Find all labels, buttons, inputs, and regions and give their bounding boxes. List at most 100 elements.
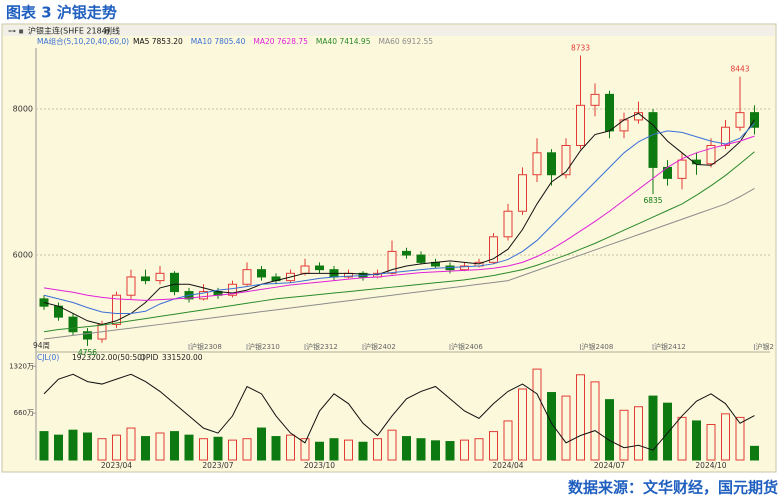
- contract-label: 沪银2412: [654, 342, 686, 351]
- candle-body: [126, 276, 136, 296]
- volume-bar: [634, 406, 643, 461]
- volume-bar: [112, 434, 121, 461]
- candle-body: [590, 93, 600, 106]
- volume-bar: [39, 431, 49, 461]
- volume-bar: [721, 413, 730, 461]
- ma-last-value: 7628.75: [277, 37, 308, 46]
- volume-bar: [184, 434, 194, 461]
- oi-name: OPID: [140, 353, 159, 362]
- candle-body: [315, 265, 324, 271]
- candle-body: [387, 250, 397, 274]
- volume-bar: [402, 436, 411, 461]
- volume-bar: [199, 438, 208, 461]
- candle-body: [605, 93, 614, 132]
- volume-bar: [170, 431, 179, 461]
- volume-bar: [605, 399, 614, 461]
- candle-body: [141, 276, 150, 282]
- candle-body: [402, 250, 411, 256]
- volume-bar: [518, 388, 527, 461]
- volume-bar: [155, 432, 165, 461]
- toolbar-mode[interactable]: 刷线: [104, 26, 120, 36]
- volume-bar: [141, 436, 150, 461]
- candle-body: [83, 331, 92, 340]
- contract-label: 沪银2406: [451, 342, 483, 351]
- candle-body: [489, 236, 498, 263]
- candle-body: [547, 152, 556, 176]
- volume-bar: [474, 438, 484, 461]
- toolbar-icon[interactable]: ⊶ ▪: [8, 27, 24, 36]
- volume-bar: [97, 438, 107, 461]
- oi-last: 331520.00: [162, 353, 203, 362]
- volume-bar: [416, 438, 426, 461]
- volume-bar: [228, 439, 237, 461]
- candle-body: [416, 254, 426, 263]
- candle-body: [199, 291, 208, 300]
- candle-body: [692, 159, 701, 165]
- candle-body: [112, 294, 121, 325]
- candle-body: [532, 152, 542, 176]
- open-interest-line: [43, 373, 755, 451]
- ma-line: [43, 122, 755, 314]
- contract-label: 沪银2: [756, 342, 774, 351]
- candle-body: [576, 104, 585, 147]
- toolbar-symbol[interactable]: 沪银主连(SHFE 2184): [28, 26, 110, 36]
- volume-bar: [503, 420, 513, 461]
- volume-bar: [706, 423, 716, 461]
- volume-bar: [213, 436, 223, 461]
- volume-bar: [54, 434, 63, 461]
- volume-bar: [735, 416, 745, 461]
- candle-body: [155, 272, 165, 282]
- figure-title: 图表 3 沪银走势: [6, 4, 117, 22]
- x-tick-label: 2024/10: [695, 461, 726, 470]
- candle-body: [228, 283, 237, 296]
- ma-legend-title: MA组合(5,10,20,40,60,0): [37, 36, 129, 46]
- candle-body: [170, 272, 179, 293]
- volume-bar: [242, 438, 252, 461]
- x-tick-label: 2024/04: [492, 461, 523, 470]
- x-tick-label: 2023/07: [202, 461, 233, 470]
- ma-last-value: 7414.95: [339, 37, 370, 46]
- contract-label: 沪银2308: [190, 342, 222, 351]
- volume-bar: [286, 434, 295, 461]
- volume-bar: [315, 441, 324, 461]
- ma-last-value: 7805.40: [214, 37, 245, 46]
- volume-bar: [373, 438, 382, 461]
- volume-bar: [445, 441, 455, 461]
- candle-body: [518, 174, 527, 212]
- ma-name: MA5: [133, 37, 150, 46]
- contract-label: 沪银2408: [582, 342, 614, 351]
- chart-frame: [1, 23, 777, 473]
- candle-body: [561, 145, 571, 176]
- volume-bar: [68, 429, 78, 461]
- candle-body: [648, 112, 658, 168]
- volume-tick-label: 660万: [14, 409, 34, 417]
- span-label: 94周: [33, 341, 50, 350]
- ma-line: [43, 112, 755, 325]
- volume-bar: [677, 416, 687, 461]
- volume-name: CJL(0): [37, 353, 59, 362]
- volume-bar: [271, 436, 281, 461]
- x-tick-label: 2023/04: [101, 461, 132, 470]
- volume-bar: [489, 431, 498, 461]
- volume-bar: [257, 427, 266, 461]
- candle-body: [257, 269, 266, 278]
- y-tick-label: 8000: [13, 104, 33, 113]
- extreme-label: 4756: [78, 348, 97, 357]
- volume-bar: [692, 420, 701, 461]
- toolbar: [3, 25, 775, 36]
- x-tick-label: 2024/07: [594, 461, 625, 470]
- volume-bar: [576, 374, 585, 461]
- volume-bar: [431, 440, 440, 461]
- candle-body: [460, 265, 469, 271]
- candle-body: [677, 159, 687, 179]
- volume-bar: [547, 392, 556, 461]
- volume-bar: [83, 432, 92, 461]
- ma-legend-entry: MA40 7414.95: [316, 37, 371, 46]
- candle-body: [706, 145, 716, 165]
- volume-tick-label: 1320万: [9, 362, 34, 370]
- ma-legend-entry: MA20 7628.75: [253, 37, 308, 46]
- ma-name: MA20: [253, 37, 274, 46]
- volume-bar: [648, 395, 658, 461]
- ma-legend-entry: MA10 7805.40: [191, 37, 246, 46]
- candle-body: [735, 112, 745, 128]
